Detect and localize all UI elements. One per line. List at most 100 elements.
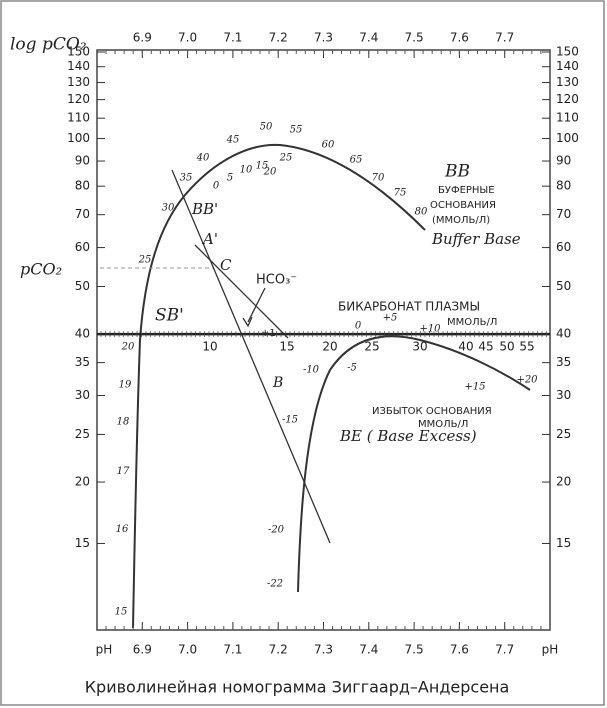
buffer-base-inner-label: 25 — [279, 153, 293, 164]
x-tick-label: 7.4 — [359, 643, 378, 657]
y-tick-label: 100 — [67, 131, 90, 145]
y-tick-label: 50 — [75, 279, 90, 293]
y-tick-label: 80 — [75, 179, 90, 193]
buffer-base-label: 55 — [290, 125, 303, 136]
y-tick-label: 110 — [67, 111, 90, 125]
annotation: BB — [444, 162, 470, 182]
y-tick-label: 25 — [75, 427, 90, 441]
annotation: SB' — [155, 306, 184, 326]
plasma-bicarbonate-label: 55 — [519, 340, 534, 354]
plasma-bicarbonate-label: 10 — [202, 340, 217, 354]
annotation: БУФЕРНЫЕ — [438, 185, 495, 196]
x-tick-label: 7.6 — [450, 643, 469, 657]
annotation: B — [272, 375, 283, 391]
x-tick-label: 7.3 — [314, 31, 333, 45]
y-tick-label: 150 — [67, 45, 90, 59]
buffer-base-inner-label: 20 — [263, 167, 277, 178]
buffer-base-label: 35 — [180, 173, 193, 184]
left-axis-label: pCO₂ — [20, 260, 62, 279]
y-tick-label: 120 — [556, 92, 579, 106]
x-tick-label: 7.5 — [405, 31, 424, 45]
arrow-head — [242, 316, 253, 328]
y-tick-label: 100 — [556, 131, 579, 145]
standard-bicarbonate-label: 16 — [116, 524, 129, 535]
y-tick-label: 30 — [556, 388, 571, 402]
x-tick-label: 7.6 — [450, 31, 469, 45]
y-tick-label: 25 — [556, 427, 571, 441]
y-tick-label: 120 — [67, 92, 90, 106]
standard-bicarbonate-label: 17 — [117, 466, 130, 477]
y-tick-label: 140 — [67, 59, 90, 73]
buffer-base-label: 75 — [394, 188, 407, 199]
buffer-base-inner-label: 10 — [240, 165, 253, 176]
plasma-bicarbonate-label: 50 — [499, 340, 514, 354]
y-tick-label: 130 — [67, 75, 90, 89]
plasma-bicarbonate-label: 45 — [478, 340, 493, 354]
buffer-base-label: 30 — [162, 203, 175, 214]
annotation: ОСНОВАНИЯ — [430, 200, 496, 211]
buffer-base-label: 60 — [322, 140, 335, 151]
base-excess-label: -22 — [267, 579, 283, 590]
standard-bicarbonate-label: 15 — [115, 607, 128, 618]
base-excess-label: -15 — [282, 415, 298, 426]
plasma-bicarbonate-label: 30 — [412, 340, 427, 354]
x-axis-title: pH — [542, 643, 559, 657]
x-tick-label: 7.2 — [269, 643, 288, 657]
y-tick-label: 90 — [75, 154, 90, 168]
buffer-base-inner-label: 0 — [213, 181, 220, 192]
y-tick-label: 90 — [556, 154, 571, 168]
buffer-base-inner-label: 5 — [227, 173, 233, 184]
x-tick-label: 7.0 — [178, 643, 197, 657]
y-tick-label: 50 — [556, 279, 571, 293]
standard-bicarbonate-label: 25 — [138, 255, 152, 266]
x-tick-label: 7.7 — [495, 643, 514, 657]
base-excess-label: +15 — [464, 382, 485, 393]
buffer-base-curve — [132, 143, 426, 629]
x-tick-label: 7.5 — [405, 643, 424, 657]
arrow — [247, 287, 266, 323]
y-tick-label: 60 — [556, 240, 571, 254]
x-axis-title: pH — [96, 643, 113, 657]
buffer-base-label: 65 — [350, 155, 363, 166]
x-tick-label: 7.2 — [269, 31, 288, 45]
y-tick-label: 150 — [556, 45, 579, 59]
base-excess-curve — [297, 335, 531, 593]
y-tick-label: 35 — [556, 355, 571, 369]
line-a-b — [171, 169, 331, 544]
buffer-base-label: 40 — [196, 153, 210, 164]
buffer-base-inner-label: 15 — [256, 161, 269, 172]
y-tick-label: 80 — [556, 179, 571, 193]
y-tick-label: 70 — [75, 207, 90, 221]
standard-bicarbonate-label: 19 — [119, 380, 132, 391]
y-tick-label: 15 — [556, 536, 571, 550]
base-excess-label: -10 — [303, 365, 320, 376]
annotation: BE ( Base Excess) — [339, 427, 477, 445]
buffer-base-label: 50 — [260, 122, 273, 133]
x-tick-label: 7.7 — [495, 31, 514, 45]
y-tick-label: 40 — [556, 327, 571, 341]
buffer-base-label: 80 — [415, 207, 428, 218]
base-excess-label: -20 — [268, 525, 285, 536]
y-tick-label: 15 — [75, 536, 90, 550]
annotation: C — [220, 256, 232, 274]
annotation: ММОЛЬ/Л — [447, 317, 497, 328]
x-tick-label: 7.0 — [178, 31, 197, 45]
base-excess-label: -5 — [347, 363, 357, 374]
x-tick-label: 6.9 — [133, 643, 152, 657]
annotation: Buffer Base — [431, 230, 521, 248]
annotation: BB' — [191, 200, 218, 218]
y-tick-label: 110 — [556, 111, 579, 125]
x-tick-label: 6.9 — [133, 31, 152, 45]
annotation: (ММОЛЬ/Л) — [432, 215, 490, 226]
x-tick-label: 7.1 — [223, 643, 242, 657]
y-tick-label: 70 — [556, 207, 571, 221]
line-c — [194, 244, 289, 339]
x-tick-label: 7.4 — [359, 31, 378, 45]
x-tick-label: 7.1 — [223, 31, 242, 45]
plasma-bicarbonate-label: 40 — [458, 340, 473, 354]
annotation: БИКАРБОНАТ ПЛАЗМЫ — [338, 300, 480, 314]
plasma-bicarbonate-label: 20 — [322, 340, 337, 354]
title: Криволинейная номограмма Зиггаард–Андерс… — [85, 678, 510, 697]
plasma-bicarbonate-label: 25 — [364, 340, 379, 354]
